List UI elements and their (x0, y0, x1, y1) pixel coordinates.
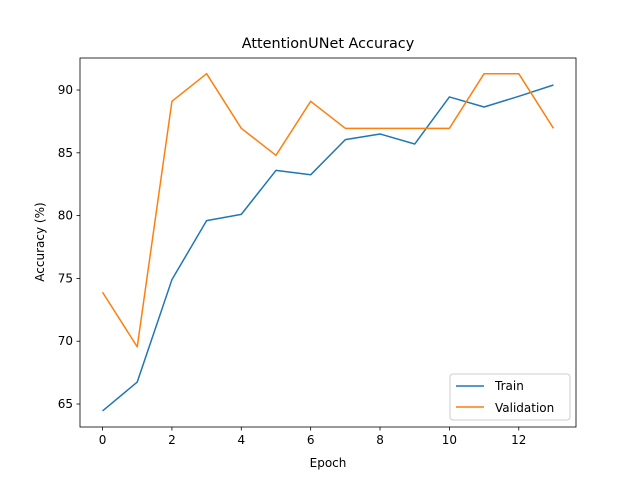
x-tick-label: 8 (376, 433, 384, 447)
y-axis-ticks: 65 70 75 80 85 90 (58, 83, 80, 411)
axes-frame (79, 57, 577, 428)
y-tick-label: 65 (58, 397, 73, 411)
x-tick-label: 0 (99, 433, 107, 447)
y-tick-label: 75 (58, 271, 73, 285)
x-tick-label: 12 (511, 433, 526, 447)
x-tick-label: 4 (237, 433, 245, 447)
x-axis-label: Epoch (310, 456, 347, 470)
legend: Train Validation (449, 373, 571, 421)
series-line-validation (101, 72, 555, 348)
y-tick-label: 90 (58, 83, 73, 97)
chart-title: AttentionUNet Accuracy (242, 36, 415, 52)
legend-label-validation: Validation (495, 401, 554, 415)
series-line-train (102, 84, 554, 412)
x-tick-label: 10 (442, 433, 457, 447)
legend-label-train: Train (494, 379, 524, 393)
y-tick-label: 85 (58, 146, 73, 160)
x-axis-ticks: 0 2 4 6 8 10 12 (99, 427, 526, 447)
y-axis-label: Accuracy (%) (33, 202, 47, 281)
y-tick-label: 80 (58, 209, 73, 223)
series-lines (101, 72, 555, 412)
x-tick-label: 6 (307, 433, 315, 447)
y-tick-label: 70 (58, 334, 73, 348)
x-tick-label: 2 (168, 433, 176, 447)
